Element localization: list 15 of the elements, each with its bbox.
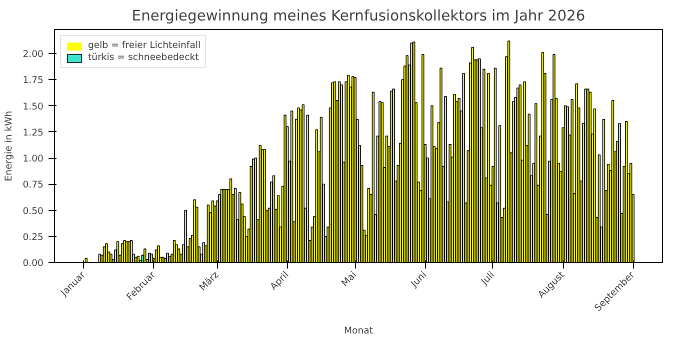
y-tick-label: 1.50 [22, 101, 44, 112]
y-tick-label: 0.50 [22, 206, 44, 217]
x-tick-label: Mai [340, 270, 359, 289]
y-tick-label: 1.75 [22, 75, 44, 86]
y-tick-label: 0.25 [22, 232, 44, 243]
x-axis-title: Monat [344, 326, 374, 337]
chart-title: Energiegewinnung meines Kernfusionskollektors im Jahr 2026 [132, 8, 586, 24]
y-tick-label: 1.00 [22, 154, 44, 165]
legend-label: gelb = freier Lichteinfall [88, 40, 201, 51]
legend-label: türkis = schneebedeckt [88, 52, 199, 63]
y-tick-label: 0.00 [22, 258, 44, 269]
y-tick-label: 0.75 [22, 180, 44, 191]
y-tick-label: 2.00 [22, 49, 44, 60]
y-tick-label: 1.25 [22, 127, 44, 138]
y-axis-title: Energie in kWh [4, 110, 15, 182]
